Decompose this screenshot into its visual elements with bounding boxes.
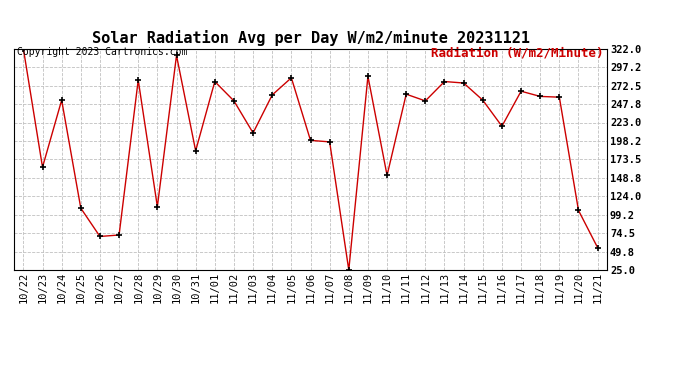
Title: Solar Radiation Avg per Day W/m2/minute 20231121: Solar Radiation Avg per Day W/m2/minute … bbox=[92, 30, 529, 46]
Text: Copyright 2023 Cartronics.com: Copyright 2023 Cartronics.com bbox=[17, 47, 188, 57]
Text: Radiation (W/m2/Minute): Radiation (W/m2/Minute) bbox=[431, 47, 604, 60]
